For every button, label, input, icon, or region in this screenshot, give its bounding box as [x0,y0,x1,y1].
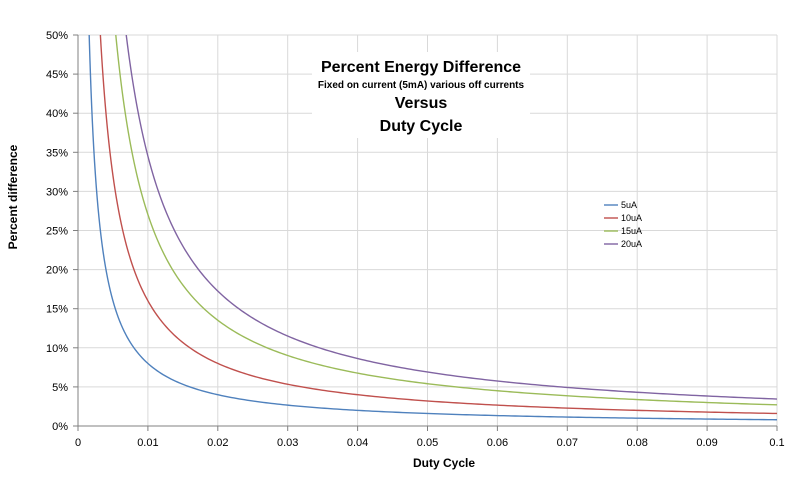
legend-label: 15uA [621,226,642,236]
x-tick-label: 0.02 [207,437,228,449]
x-axis-label: Duty Cycle [413,456,475,470]
legend: 5uA 10uA 15uA 20uA [604,200,642,249]
y-tick-label: 25% [46,226,68,238]
x-tick-label: 0.08 [626,437,647,449]
x-tick-label: 0 [75,437,81,449]
x-tick-label: 0.01 [137,437,158,449]
y-tick-label: 30% [46,186,68,198]
axes [73,34,778,431]
series-line-15uA [115,35,777,406]
y-tick-label: 45% [46,69,68,81]
y-tick-label: 5% [52,382,68,394]
y-tick-label: 40% [46,108,68,120]
x-tick-label: 0.03 [277,437,298,449]
legend-label: 10uA [621,213,642,223]
chart-title: Percent Energy Difference [321,59,521,76]
x-tick-label: 0.1 [769,437,784,449]
chart-title-versus: Versus [395,95,448,112]
y-tick-label: 35% [46,147,68,159]
y-axis-label: Percent difference [6,144,20,249]
title-box [312,52,530,138]
y-tick-label: 50% [46,30,68,42]
y-tick-label: 20% [46,265,68,277]
series-line-20uA [125,35,777,400]
plot-area [88,35,777,421]
x-tick-label: 0.06 [487,437,508,449]
series-line-10uA [99,35,777,415]
series-line-5uA [88,35,777,421]
y-tick-label: 15% [46,304,68,316]
x-tick-label: 0.05 [417,437,438,449]
x-tick-label: 0.04 [347,437,368,449]
y-tick-label: 0% [52,421,68,433]
legend-label: 5uA [621,200,637,210]
tick-labels: 0% 5% 10% 15% 20% 25% 30% 35% 40% 45% 50% 0 0.01 0.02… [46,30,785,449]
chart-title-duty-cycle: Duty Cycle [380,118,463,135]
gridlines [78,34,778,426]
x-tick-label: 0.09 [696,437,717,449]
y-tick-label: 10% [46,343,68,355]
legend-label: 20uA [621,239,642,249]
chart-subtitle: Fixed on current (5mA) various off curre… [318,80,525,91]
x-tick-label: 0.07 [557,437,578,449]
